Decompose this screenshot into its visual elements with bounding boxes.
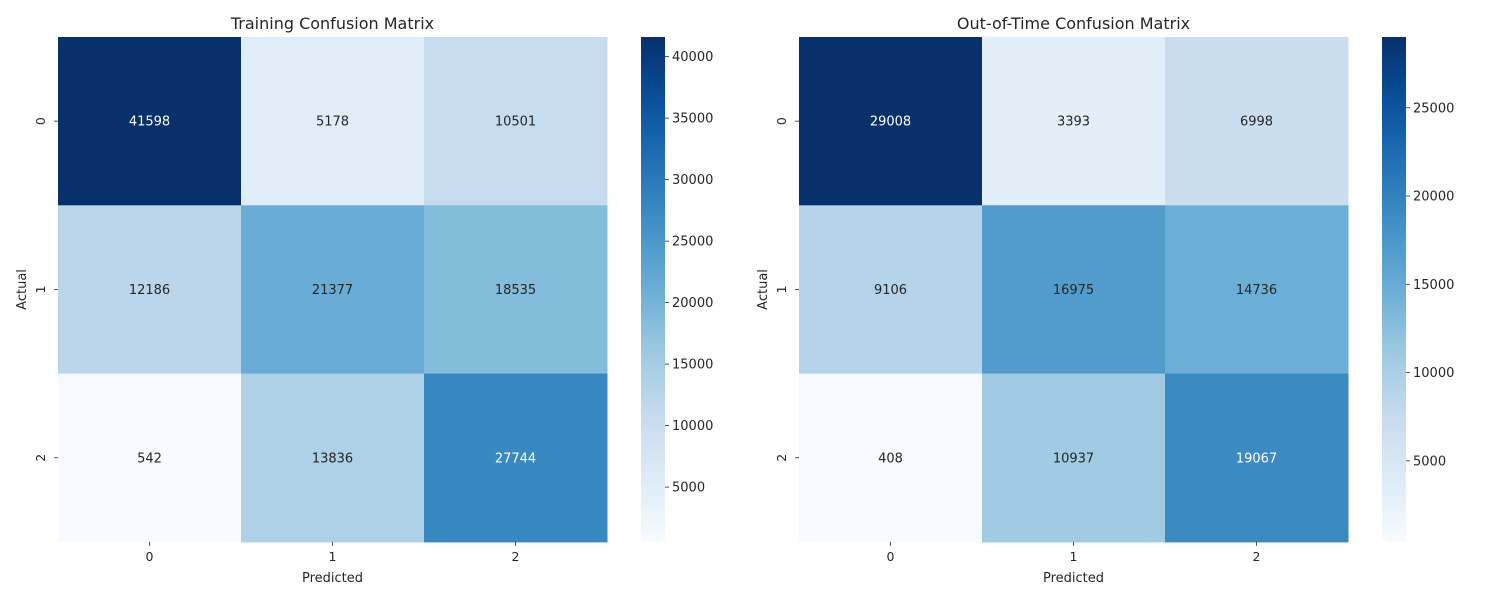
- cell-value-label: 13836: [312, 451, 353, 466]
- cell-value-label: 408: [878, 451, 903, 466]
- cell-value-label: 21377: [312, 283, 353, 298]
- heatmap-cell-r2-c2: [1165, 373, 1349, 543]
- cell-value-label: 6998: [1240, 115, 1273, 130]
- cell-value-label: 9106: [874, 283, 907, 298]
- cell-value-label: 29008: [870, 115, 911, 130]
- cell-value-label: 3393: [1057, 115, 1090, 130]
- cell-value-label: 12186: [129, 283, 170, 298]
- heatmap-cell-r0-c1: [241, 37, 425, 206]
- cell-value-label: 16975: [1053, 283, 1094, 298]
- x-tick-label: 2: [1253, 549, 1261, 564]
- heatmap-cell-r1-c2: [424, 205, 608, 375]
- heatmap-cell-r2-c0: [58, 373, 242, 543]
- colorbar-tick-label: 15000: [672, 358, 713, 373]
- x-tick-label: 0: [887, 549, 895, 564]
- cell-value-label: 5178: [316, 115, 349, 130]
- y-tick-label: 1: [774, 285, 789, 293]
- y-axis-label: Actual: [15, 269, 30, 310]
- cell-value-label: 14736: [1236, 283, 1277, 298]
- cell-value-label: 542: [137, 451, 162, 466]
- x-tick-label: 1: [329, 549, 337, 564]
- colorbar-tick-label: 10000: [1413, 366, 1454, 381]
- heatmap-cell-r1-c0: [58, 205, 242, 375]
- heatmap-cell-r0-c0: [799, 37, 983, 206]
- colorbar-tick-label: 40000: [672, 50, 713, 65]
- heatmap-cell-r2-c1: [982, 373, 1166, 543]
- y-tick-label: 0: [33, 117, 48, 125]
- y-tick-label: 0: [774, 117, 789, 125]
- heatmap-cell-r2-c2: [424, 373, 608, 543]
- colorbar-tick-label: 5000: [1413, 454, 1446, 469]
- out-of-time-confusion-matrix-panel: 29008 3393 6998 9106 16975 14736 408 10937 19067…: [756, 14, 1454, 586]
- y-tick-label: 1: [33, 285, 48, 293]
- colorbar-tick-label: 10000: [672, 419, 713, 434]
- heatmap-cell-r1-c1: [241, 205, 425, 375]
- heatmap-cell-r0-c0: [58, 37, 242, 206]
- cell-value-label: 19067: [1236, 451, 1277, 466]
- colorbar-tick-label: 20000: [1413, 190, 1454, 205]
- colorbar-tick-label: 20000: [672, 296, 713, 311]
- chart-title: Training Confusion Matrix: [230, 14, 434, 33]
- x-axis-label: Predicted: [1043, 571, 1104, 586]
- heatmap-cell-r2-c0: [799, 373, 983, 543]
- cell-value-label: 41598: [129, 115, 170, 130]
- x-tick-label: 1: [1070, 549, 1078, 564]
- y-tick-label: 2: [33, 454, 48, 462]
- colorbar-tick-label: 30000: [672, 173, 713, 188]
- colorbar-tick-label: 15000: [1413, 278, 1454, 293]
- heatmap-cell-r0-c2: [424, 37, 608, 206]
- heatmap-cell-r0-c2: [1165, 37, 1349, 206]
- heatmap-cell-r1-c2: [1165, 205, 1349, 375]
- heatmap-cell-r2-c1: [241, 373, 425, 543]
- x-axis-label: Predicted: [302, 571, 363, 586]
- cell-value-label: 10501: [495, 115, 536, 130]
- colorbar-tick-label: 25000: [672, 235, 713, 250]
- heatmap-cell-r1-c0: [799, 205, 983, 375]
- cell-value-label: 18535: [495, 283, 536, 298]
- x-tick-label: 2: [512, 549, 520, 564]
- colorbar: [1382, 37, 1406, 542]
- cell-value-label: 27744: [495, 451, 536, 466]
- colorbar-tick-label: 25000: [1413, 101, 1454, 116]
- heatmap-cell-r1-c1: [982, 205, 1166, 375]
- colorbar-tick-label: 5000: [672, 481, 705, 496]
- colorbar: [641, 37, 665, 542]
- heatmap-cell-r0-c1: [982, 37, 1166, 206]
- training-confusion-matrix-panel: 41598 5178 10501 12186 21377 18535 542 13836 277…: [15, 14, 713, 586]
- cell-value-label: 10937: [1053, 451, 1094, 466]
- x-tick-label: 0: [146, 549, 154, 564]
- chart-title: Out-of-Time Confusion Matrix: [957, 14, 1190, 33]
- y-axis-label: Actual: [756, 269, 771, 310]
- y-tick-label: 2: [774, 454, 789, 462]
- colorbar-tick-label: 35000: [672, 112, 713, 127]
